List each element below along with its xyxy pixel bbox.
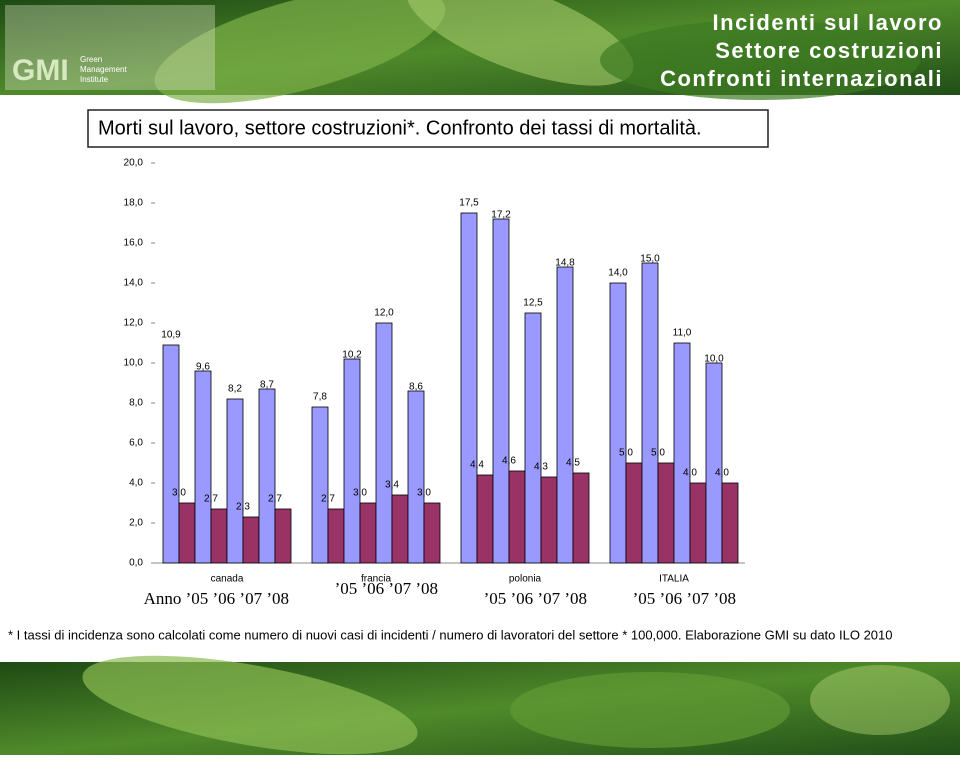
value-label: 9,6 <box>196 362 210 373</box>
value-label: 12,5 <box>523 298 543 309</box>
bar <box>657 462 675 564</box>
bar <box>242 516 260 564</box>
bar <box>556 266 574 564</box>
group-label: polonia <box>509 574 542 585</box>
bar <box>572 472 590 564</box>
group-label: francia <box>361 574 391 585</box>
top-banner: GMI Green Management Institute Incidenti… <box>0 0 960 104</box>
bar <box>609 282 627 564</box>
year-label: ’05 ’06 ’07 ’08 <box>484 589 587 608</box>
bar <box>375 322 393 564</box>
logo-sub: Green <box>80 55 102 64</box>
bar <box>641 262 659 564</box>
value-label: 17,2 <box>491 210 511 221</box>
bar <box>343 358 361 564</box>
value-label: 2,7 <box>268 494 282 505</box>
y-tick-label: 6,0 <box>129 438 143 449</box>
bar <box>508 470 526 564</box>
y-tick-label: 14,0 <box>124 278 144 289</box>
value-label: 8,7 <box>260 380 274 391</box>
banner-title: Confronti internazionali <box>660 66 943 91</box>
bar <box>540 476 558 564</box>
bar <box>162 344 180 564</box>
bar <box>274 508 292 564</box>
bar <box>423 502 441 564</box>
bar <box>721 482 739 564</box>
bar <box>311 406 329 564</box>
value-label: 10,0 <box>704 354 724 365</box>
y-tick-label: 16,0 <box>124 238 144 249</box>
group-label: ITALIA <box>659 574 689 585</box>
bar <box>210 508 228 564</box>
bar <box>689 482 707 564</box>
value-label: 4,5 <box>566 458 580 469</box>
y-tick-label: 12,0 <box>124 318 144 329</box>
y-tick-label: 18,0 <box>124 198 144 209</box>
bar <box>407 390 425 564</box>
logo-sub: Management <box>80 65 127 74</box>
bar <box>492 218 510 564</box>
value-label: 17,5 <box>459 198 479 209</box>
bar <box>476 474 494 564</box>
group-label: canada <box>211 574 244 585</box>
footnote: * I tassi di incidenza sono calcolati co… <box>8 627 893 642</box>
year-label: ’05 ’06 ’07 ’08 <box>335 579 438 598</box>
bar <box>673 342 691 564</box>
bar <box>327 508 345 564</box>
value-label: 5,0 <box>651 448 665 459</box>
bar <box>460 212 478 564</box>
logo: GMI <box>12 54 69 87</box>
y-tick-label: 2,0 <box>129 518 143 529</box>
y-tick-label: 20,0 <box>124 158 144 169</box>
value-label: 3,0 <box>172 488 186 499</box>
value-label: 3,4 <box>385 480 399 491</box>
value-label: 2,7 <box>204 494 218 505</box>
value-label: 3,0 <box>417 488 431 499</box>
chart-title: Morti sul lavoro, settore costruzioni*. … <box>98 117 702 139</box>
bar <box>178 502 196 564</box>
value-label: 7,8 <box>313 392 327 403</box>
banner-title: Settore costruzioni <box>715 38 943 63</box>
value-label: 2,7 <box>321 494 335 505</box>
value-label: 12,0 <box>374 308 394 319</box>
year-label: Anno ’05 ’06 ’07 ’08 <box>144 589 289 608</box>
value-label: 10,9 <box>161 330 181 341</box>
value-label: 4,6 <box>502 456 516 467</box>
bar <box>194 370 212 564</box>
bar <box>524 312 542 564</box>
y-tick-label: 4,0 <box>129 478 143 489</box>
plot: 0,0 2,0 4,0 6,0 8,0 10,0 12,0 14,0 16,0 18,0 20,0 c… <box>124 158 745 608</box>
value-label: 14,0 <box>608 268 628 279</box>
value-label: 10,2 <box>342 350 362 361</box>
value-label: 3,0 <box>353 488 367 499</box>
logo-sub: Institute <box>80 75 109 84</box>
y-tick-label: 8,0 <box>129 398 143 409</box>
bar <box>258 388 276 564</box>
y-tick-label: 0,0 <box>129 558 143 569</box>
banner-title: Incidenti sul lavoro <box>713 10 943 35</box>
value-label: 4,0 <box>715 468 729 479</box>
bottom-banner <box>0 655 960 755</box>
bar <box>705 362 723 564</box>
value-label: 4,4 <box>470 460 484 471</box>
bar <box>625 462 643 564</box>
title-box <box>87 109 769 148</box>
value-label: 4,0 <box>683 468 697 479</box>
value-label: 14,8 <box>555 258 575 269</box>
value-label: 5,0 <box>619 448 633 459</box>
bar <box>359 502 377 564</box>
value-label: 4,3 <box>534 462 548 473</box>
value-label: 8,2 <box>228 384 242 395</box>
value-label: 15,0 <box>640 254 660 265</box>
year-label: ’05 ’06 ’07 ’08 <box>633 589 736 608</box>
bar <box>391 494 409 564</box>
value-label: 8,6 <box>409 382 423 393</box>
bar <box>226 398 244 564</box>
y-tick-label: 10,0 <box>124 358 144 369</box>
value-label: 2,3 <box>236 502 250 513</box>
value-label: 11,0 <box>673 328 692 339</box>
